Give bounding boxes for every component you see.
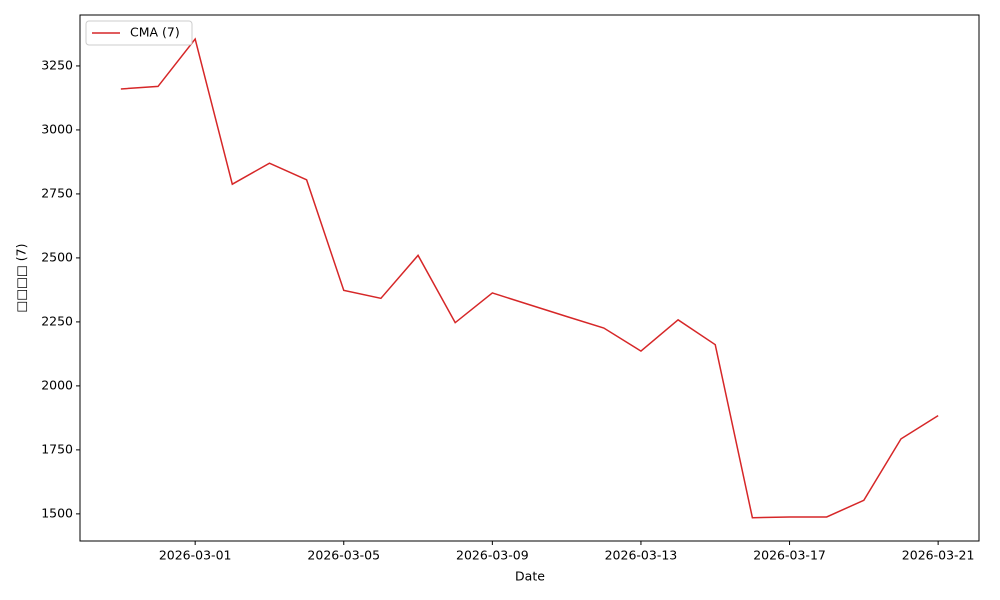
plot-frame xyxy=(79,14,980,542)
x-tick-label: 2026-03-17 xyxy=(753,548,826,563)
y-tick-label: 2750 xyxy=(41,185,73,200)
legend-label: CMA (7) xyxy=(130,25,180,40)
y-tick-label: 3250 xyxy=(41,57,73,72)
data-line xyxy=(120,37,939,519)
y-tick-label: 1750 xyxy=(41,441,73,456)
y-tick-label: 2000 xyxy=(41,377,73,392)
x-tick-label: 2026-03-13 xyxy=(605,548,678,563)
x-tick-label: 2026-03-01 xyxy=(159,548,232,563)
x-tick-label: 2026-03-05 xyxy=(307,548,380,563)
x-axis-label: Date xyxy=(515,569,545,584)
x-tick-label: 2026-03-09 xyxy=(456,548,529,563)
y-tick-label: 1500 xyxy=(41,505,73,520)
y-axis-label: □□□□ (7) xyxy=(14,244,29,313)
y-tick-label: 2250 xyxy=(41,313,73,328)
y-tick-label: 2500 xyxy=(41,249,73,264)
legend-box xyxy=(85,20,193,46)
x-tick-label: 2026-03-21 xyxy=(902,548,975,563)
legend: CMA (7) xyxy=(85,20,193,46)
y-tick-label: 3000 xyxy=(41,121,73,136)
